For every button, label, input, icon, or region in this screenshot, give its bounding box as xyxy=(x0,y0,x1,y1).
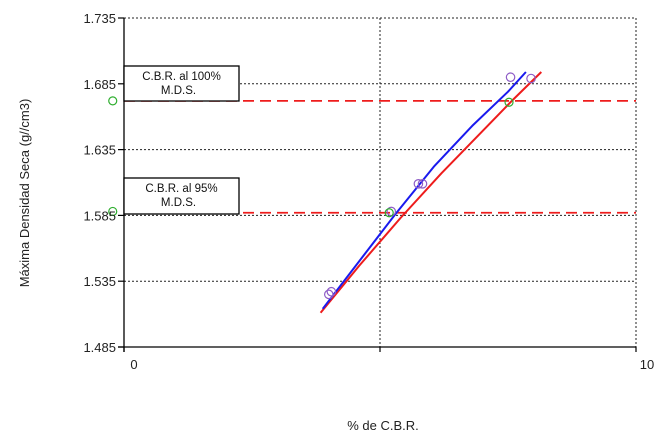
y-tick-label: 1.535 xyxy=(83,274,116,289)
marker-layer xyxy=(108,72,536,300)
series-layer xyxy=(319,71,542,314)
annotation-line-1: C.B.R. al 100% xyxy=(142,71,221,83)
data-point xyxy=(417,179,428,189)
data-point xyxy=(413,179,424,189)
series-curve-0 xyxy=(319,71,542,314)
annotations: C.B.R. al 100% M.D.S. C.B.R. al 95% M.D.S. xyxy=(123,65,240,215)
annotation-border xyxy=(123,177,240,215)
y-tick-label: 1.635 xyxy=(83,143,116,158)
series-curve-1 xyxy=(321,71,527,310)
annotation-box-0: C.B.R. al 100% M.D.S. xyxy=(123,65,240,102)
annotation-border xyxy=(123,65,240,102)
y-axis-label: Máxima Densidad Seca (g//cm3) xyxy=(17,99,32,288)
annotation-line-2: M.D.S. xyxy=(161,197,196,209)
annotation-line-2: M.D.S. xyxy=(161,85,196,97)
tick-labels: 1.485 1.535 1.585 1.635 1.685 1.735 0 10 xyxy=(83,11,654,372)
y-tick-label: 1.585 xyxy=(83,208,116,223)
x-tick-label: 10 xyxy=(640,357,654,372)
x-tick-label: 0 xyxy=(130,357,137,372)
data-point xyxy=(505,72,516,83)
annotation-box-1: C.B.R. al 95% M.D.S. xyxy=(123,177,240,215)
x-axis-label: % de C.B.R. xyxy=(347,418,419,433)
y-tick-label: 1.735 xyxy=(83,11,116,26)
y-tick-label: 1.485 xyxy=(83,340,116,355)
data-point xyxy=(323,289,334,300)
reference-marker xyxy=(108,96,118,106)
reference-marker xyxy=(108,206,118,217)
y-tick-label: 1.685 xyxy=(83,77,116,92)
reference-marker xyxy=(384,208,394,218)
data-point xyxy=(326,286,337,297)
data-point xyxy=(526,73,536,84)
reference-marker xyxy=(504,97,514,107)
annotation-line-1: C.B.R. al 95% xyxy=(145,183,217,195)
data-point xyxy=(386,206,397,217)
